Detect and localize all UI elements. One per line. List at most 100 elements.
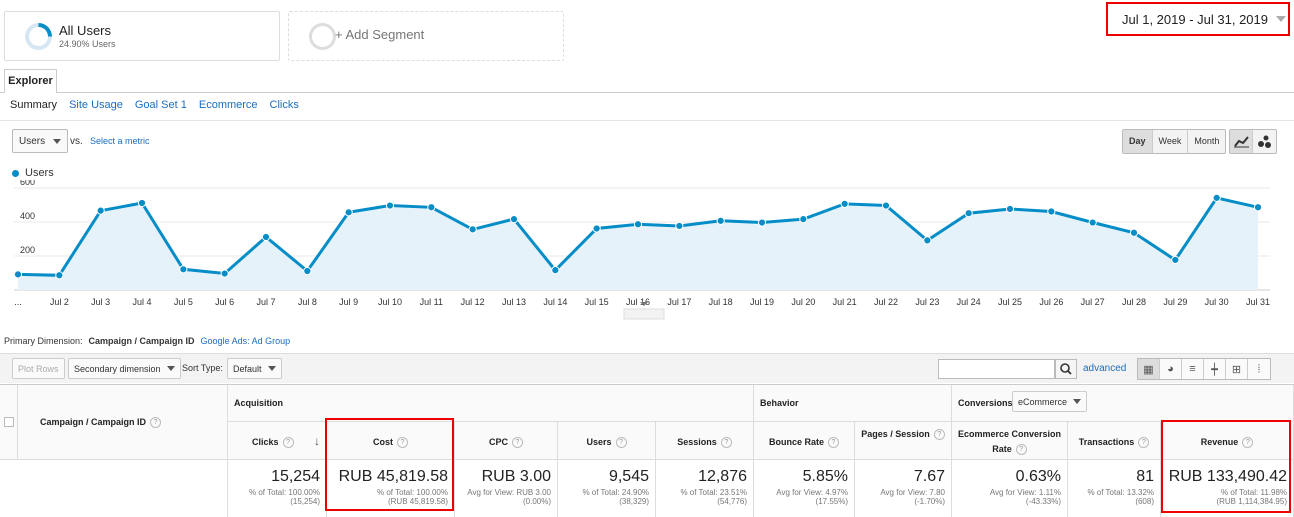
table-search-input[interactable] [938,359,1055,379]
subtab-site-usage[interactable]: Site Usage [69,99,123,111]
advanced-filter-link[interactable]: advanced [1083,363,1127,374]
select-all-checkbox[interactable] [4,417,14,427]
tab-explorer[interactable]: Explorer [4,69,57,93]
performance-bars-icon[interactable]: ≡ [1182,359,1204,379]
segment-share: 24.90% Users [59,39,116,49]
users-point[interactable] [385,201,395,210]
conversions-select[interactable]: eCommerce [1012,391,1088,412]
users-point[interactable] [96,206,105,215]
column-header-pages-per-session[interactable]: Pages / Session? [855,422,952,460]
highlight-cost [325,418,454,511]
conversions-label: Conversions [958,398,1013,408]
dimension-header[interactable]: Campaign / Campaign ID? [18,385,228,460]
users-point[interactable] [1088,218,1097,227]
users-point[interactable] [509,215,519,224]
segment-all-users[interactable]: All Users 24.90% Users [4,11,280,61]
help-icon: ? [282,437,294,449]
term-cloud-icon[interactable]: ⊞ [1226,359,1248,379]
column-header-users[interactable]: Users? [558,422,656,460]
users-point[interactable] [1005,204,1015,214]
users-point[interactable] [881,201,891,210]
report-subtabs: Summary Site Usage Goal Set 1 Ecommerce … [10,99,299,111]
pivot-icon[interactable]: ⦙ [1257,362,1261,375]
acquisition-group-header: Acquisition [228,385,754,422]
add-segment-button[interactable]: + Add Segment [288,11,564,61]
total-value: 12,876 [698,468,747,485]
users-point[interactable] [923,236,932,245]
subtab-clicks[interactable]: Clicks [269,99,299,111]
month-button[interactable]: Month [1194,136,1220,146]
x-tick-label: Jul 25 [998,297,1022,307]
primary-dimension-current[interactable]: Campaign / Campaign ID [88,336,195,346]
subtab-ecommerce[interactable]: Ecommerce [198,99,258,111]
users-point[interactable] [551,266,560,275]
users-point[interactable] [344,208,353,217]
tab-divider [0,92,1294,93]
column-header-ecommerce-conversion-rate[interactable]: Ecommerce Conversion Rate? [952,422,1068,460]
totals-cell-pages-per-session: 7.67 Avg for View: 7.80 (-1.70%) [855,459,952,517]
totals-cell-cost: RUB 45,819.58 % of Total: 100.00% (RUB 45,… [327,459,455,517]
chevron-down-icon [166,366,175,371]
column-header-cpc[interactable]: CPC? [455,422,558,460]
users-line-chart: 200 400 600... Jul 2 Jul 3 Jul 4 Jul 5 Jul 6 Jul… [13,180,1270,320]
column-header-label: Clicks [252,437,279,447]
subtab-summary[interactable]: Summary [10,99,58,111]
chart-resize-handle[interactable] [623,308,665,320]
select-metric-link[interactable]: Select a metric [90,136,150,146]
x-tick-label: Jul 3 [91,297,110,307]
pie-chart-icon[interactable]: ◕ [1160,359,1182,379]
chevron-down-icon [640,302,648,306]
plot-rows-button[interactable]: Plot Rows [12,358,65,379]
users-point[interactable] [1129,228,1139,237]
date-range-text: Jul 1, 2019 - Jul 31, 2019 [1122,11,1268,27]
users-point[interactable] [1171,255,1180,265]
y-tick-label: 600 [20,180,35,187]
day-button[interactable]: Day [1123,130,1153,153]
search-button[interactable] [1055,359,1077,379]
x-tick-label: Jul 21 [833,297,857,307]
users-point[interactable] [633,220,643,229]
users-point[interactable] [757,218,767,227]
users-point[interactable] [592,224,601,233]
subtab-goal-set-1[interactable]: Goal Set 1 [134,99,187,111]
users-point[interactable] [840,199,849,208]
motion-chart-icon[interactable] [1253,130,1276,153]
metric-select[interactable]: Users [12,129,69,153]
users-point[interactable] [1047,207,1056,216]
total-share: Avg for View: 7.80 [880,488,945,497]
behavior-label: Behavior [760,398,799,408]
users-point[interactable] [964,209,973,218]
users-point[interactable] [13,270,23,279]
segment-ring-icon [25,23,52,50]
help-icon: ? [512,437,523,449]
users-point[interactable] [55,271,64,280]
secondary-dimension-select[interactable]: Secondary dimension [68,358,181,379]
date-range-picker[interactable]: Jul 1, 2019 - Jul 31, 2019 [1106,2,1290,36]
users-point[interactable] [220,269,229,278]
users-point[interactable] [179,265,188,274]
line-chart-icon[interactable] [1230,130,1253,153]
users-point[interactable] [303,266,312,276]
users-point[interactable] [1212,193,1221,202]
column-header-transactions[interactable]: Transactions? [1068,422,1161,460]
users-point[interactable] [427,203,436,212]
week-button[interactable]: Week [1153,130,1189,153]
column-header-sessions[interactable]: Sessions? [656,422,754,460]
total-overall: (0.00%) [522,497,551,506]
sort-type-select[interactable]: Default [227,358,282,379]
users-point[interactable] [716,216,725,225]
users-point[interactable] [1253,203,1263,212]
users-point[interactable] [675,221,684,231]
comparison-icon[interactable]: ┿ [1204,359,1226,379]
data-table-icon[interactable]: ▦ [1138,359,1160,379]
users-point[interactable] [468,225,477,234]
column-header-bounce-rate[interactable]: Bounce Rate? [754,422,855,460]
x-tick-label: Jul 8 [298,297,317,307]
users-point[interactable] [261,232,271,242]
primary-dimension-ad-group[interactable]: Google Ads: Ad Group [200,336,291,346]
column-header-clicks[interactable]: Clicks? ↓ [228,422,327,460]
users-point[interactable] [137,198,147,208]
column-header-cost[interactable]: Cost? [327,422,455,460]
column-header-label: Pages / Session [861,429,930,439]
users-point[interactable] [799,215,808,224]
